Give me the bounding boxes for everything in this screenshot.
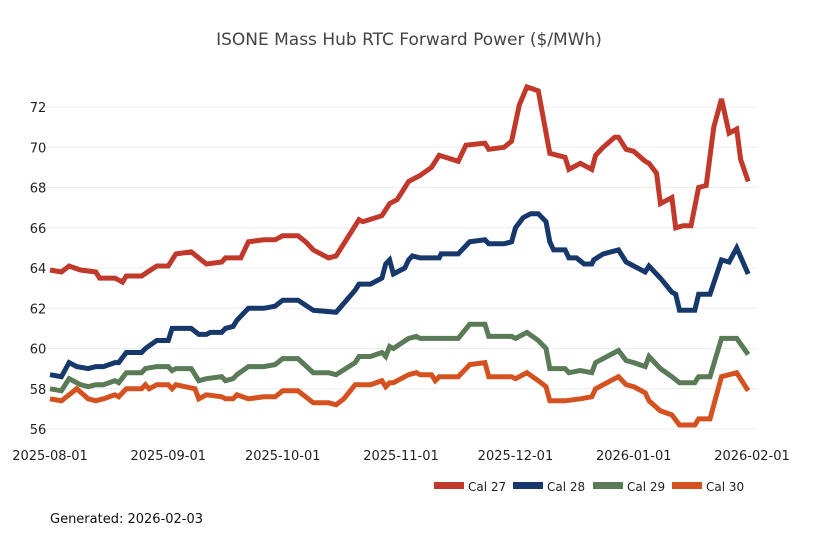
- x-tick-label: 2025-09-01: [130, 449, 206, 464]
- y-tick-label: 58: [30, 383, 47, 398]
- legend-item-cal-27[interactable]: Cal 27: [434, 480, 506, 494]
- legend-item-cal-28[interactable]: Cal 28: [513, 480, 585, 494]
- chart-title: ISONE Mass Hub RTC Forward Power ($/MWh): [216, 30, 602, 50]
- series-line-cal-28: [49, 211, 751, 380]
- legend-swatch: [593, 482, 623, 489]
- x-tick-label: 2025-10-01: [245, 449, 321, 464]
- legend-label: Cal 30: [706, 480, 744, 494]
- legend-label: Cal 29: [627, 480, 665, 494]
- x-tick-label: 2025-08-01: [12, 449, 88, 464]
- generated-date: Generated: 2026-02-03: [50, 512, 204, 527]
- x-tick-label: 2025-12-01: [478, 449, 554, 464]
- y-tick-label: 56: [30, 423, 47, 438]
- legend-swatch: [434, 482, 464, 489]
- x-tick-label: 2026-01-01: [596, 449, 672, 464]
- legend-item-cal-30[interactable]: Cal 30: [672, 480, 744, 494]
- y-tick-label: 66: [30, 222, 47, 237]
- y-tick-label: 62: [30, 302, 47, 317]
- legend-label: Cal 27: [468, 480, 506, 494]
- legend-item-cal-29[interactable]: Cal 29: [593, 480, 665, 494]
- series-line-cal-29: [49, 321, 751, 394]
- y-tick-label: 68: [30, 182, 47, 197]
- x-tick-label: 2025-11-01: [363, 449, 439, 464]
- x-tick-label: 2026-02-01: [714, 449, 790, 464]
- series-line-cal-27: [49, 83, 751, 286]
- y-tick-label: 64: [30, 262, 47, 277]
- legend-swatch: [513, 482, 543, 489]
- y-tick-label: 70: [30, 141, 47, 156]
- legend-swatch: [672, 482, 702, 489]
- legend-label: Cal 28: [547, 480, 585, 494]
- y-tick-label: 60: [30, 343, 47, 358]
- series-line-cal-30: [49, 359, 751, 428]
- y-tick-label: 72: [30, 101, 47, 116]
